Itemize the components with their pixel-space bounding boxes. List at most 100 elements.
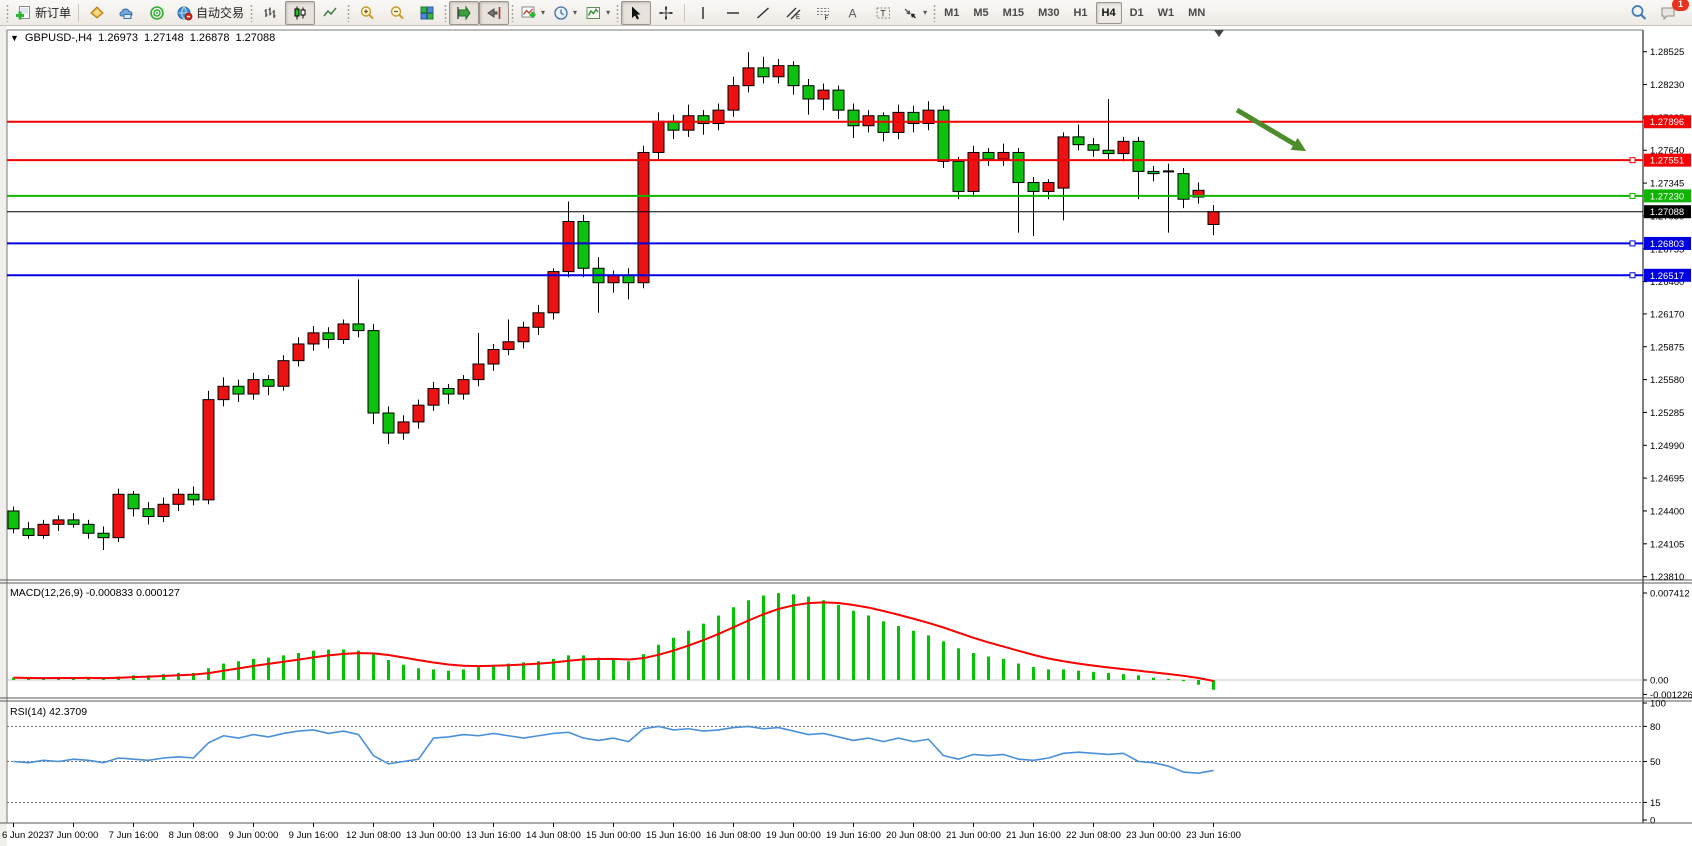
- svg-text:15: 15: [1650, 798, 1661, 809]
- toolbar-separator: [684, 3, 686, 22]
- sell-pressure-arrow[interactable]: [1235, 107, 1307, 152]
- auto-scroll-button[interactable]: [449, 0, 480, 25]
- dropdown-caret-icon: ▾: [573, 8, 578, 17]
- new-order-label: 新订单: [35, 6, 72, 20]
- tile-windows-icon: [420, 6, 434, 19]
- svg-text:23 Jun 00:00: 23 Jun 00:00: [1126, 830, 1181, 841]
- svg-text:1.25875: 1.25875: [1650, 342, 1684, 353]
- svg-text:1.26803: 1.26803: [1650, 239, 1684, 250]
- crosshair-icon: [659, 6, 673, 19]
- chart-shift-button[interactable]: [479, 0, 510, 25]
- trendline-icon: [757, 6, 770, 19]
- timeframe-button-H4[interactable]: H4: [1095, 1, 1122, 24]
- timeframe-button-M30[interactable]: M30: [1038, 6, 1060, 19]
- channel-button[interactable]: E: [778, 1, 808, 25]
- signal-button[interactable]: [142, 1, 172, 25]
- timeframe-button-MN[interactable]: MN: [1188, 6, 1206, 19]
- svg-text:22 Jun 08:00: 22 Jun 08:00: [1066, 830, 1121, 841]
- svg-text:20 Jun 08:00: 20 Jun 08:00: [886, 830, 941, 841]
- horizontal-line-button[interactable]: [718, 1, 748, 25]
- search-button[interactable]: [1624, 1, 1654, 25]
- zoom-out-icon: [390, 5, 404, 19]
- svg-text:E: E: [796, 15, 800, 21]
- profiles-button[interactable]: [82, 1, 112, 25]
- timeframe-button-H1[interactable]: H1: [1073, 6, 1088, 19]
- svg-text:1.27230: 1.27230: [1650, 191, 1684, 202]
- indicators-button[interactable]: ▾: [516, 1, 549, 25]
- zoom-out-button[interactable]: [382, 1, 412, 25]
- periods-button[interactable]: ▾: [549, 1, 581, 25]
- fibonacci-button[interactable]: F: [808, 1, 838, 25]
- svg-text:1.27345: 1.27345: [1650, 179, 1684, 190]
- toolbar-grip[interactable]: [933, 3, 937, 22]
- cursor-button[interactable]: [621, 0, 652, 25]
- auto-trading-label: 自动交易: [196, 6, 245, 20]
- symbol-period: GBPUSD-,H4: [24, 32, 93, 44]
- time-axis[interactable]: 6 Jun 2023 7 Jun 00:00 7 Jun 16:00 8 Jun 08…: [2, 823, 1241, 841]
- svg-text:100: 100: [1650, 699, 1666, 710]
- auto-scroll-icon: [457, 4, 471, 21]
- dropdown-caret-icon: ▾: [923, 8, 928, 17]
- fibonacci-icon: F: [816, 7, 829, 21]
- svg-text:7 Jun 16:00: 7 Jun 16:00: [109, 830, 159, 841]
- timeframe-button-M15[interactable]: M15: [1002, 6, 1025, 19]
- svg-text:0.007412: 0.007412: [1650, 589, 1690, 600]
- candlesticks-layer[interactable]: [7, 52, 1220, 550]
- chart-area[interactable]: ▼ GBPUSD-,H4 1.26973 1.27148 1.26878 1.2…: [0, 26, 1692, 846]
- level-lines-layer[interactable]: 1.27896 1.27551 1.27230 1.27088 1.26803 1.265…: [7, 115, 1691, 282]
- svg-text:21 Jun 16:00: 21 Jun 16:00: [1006, 830, 1061, 841]
- chart-canvas[interactable]: 1.285251.282301.279351.276401.273451.270…: [0, 26, 1692, 846]
- svg-text:13 Jun 16:00: 13 Jun 16:00: [466, 830, 521, 841]
- macd-signal-line: [13, 601, 1214, 682]
- timeframe-button-M5[interactable]: M5: [973, 6, 989, 19]
- chart-shift-icon: [487, 6, 501, 19]
- svg-text:1.25580: 1.25580: [1650, 375, 1684, 386]
- symbol-dropdown-icon[interactable]: ▼: [10, 33, 19, 43]
- rsi-layer[interactable]: 100 80 50 15 0: [7, 699, 1666, 827]
- svg-text:T: T: [880, 8, 886, 18]
- toolbar-grip[interactable]: [6, 3, 9, 22]
- svg-text:0: 0: [1650, 816, 1655, 827]
- crosshair-button[interactable]: [651, 1, 681, 25]
- notification-badge: 1: [1672, 0, 1689, 11]
- svg-text:13 Jun 00:00: 13 Jun 00:00: [406, 830, 461, 841]
- svg-text:80: 80: [1650, 722, 1661, 733]
- svg-text:1.27896: 1.27896: [1650, 117, 1684, 128]
- svg-text:F: F: [824, 15, 828, 21]
- macd-layer[interactable]: 0.007412 0.00 -0.001226: [7, 589, 1692, 701]
- line-chart-button[interactable]: [315, 1, 345, 25]
- new-order-icon: [16, 5, 30, 19]
- svg-text:-0.001226: -0.001226: [1650, 690, 1692, 701]
- vertical-line-button[interactable]: [688, 1, 718, 25]
- toolbar-grip[interactable]: [511, 3, 515, 22]
- timeframe-button-M1[interactable]: M1: [944, 6, 960, 19]
- toolbar-grip[interactable]: [616, 3, 620, 22]
- timeframe-button-D1[interactable]: D1: [1129, 6, 1144, 19]
- toolbar-grip[interactable]: [250, 3, 254, 22]
- notifications-button[interactable]: 1: [1654, 0, 1689, 25]
- shapes-button[interactable]: ▾: [898, 1, 931, 25]
- templates-button[interactable]: ▾: [581, 1, 614, 25]
- text-label-icon: T: [876, 7, 890, 18]
- text-button[interactable]: A: [838, 1, 868, 25]
- svg-text:1.27088: 1.27088: [1650, 207, 1684, 218]
- svg-text:A: A: [849, 6, 857, 20]
- candlestick-chart-button[interactable]: [285, 0, 316, 25]
- toolbar-grip[interactable]: [347, 3, 351, 22]
- timeframe-button-W1[interactable]: W1: [1157, 6, 1175, 19]
- chart-shift-marker[interactable]: [1214, 30, 1224, 37]
- trendline-button[interactable]: [748, 1, 778, 25]
- new-order-button[interactable]: 新订单: [11, 1, 75, 25]
- toolbar-grip[interactable]: [444, 3, 448, 22]
- auto-trading-button[interactable]: 自动交易: [172, 1, 248, 25]
- low-value: 1.26878: [189, 32, 230, 44]
- svg-text:0.00: 0.00: [1650, 676, 1669, 687]
- text-label-button[interactable]: T: [868, 1, 898, 25]
- tile-windows-button[interactable]: [412, 1, 442, 25]
- data-window-button[interactable]: [112, 1, 142, 25]
- zoom-in-button[interactable]: [352, 1, 382, 25]
- svg-text:15 Jun 00:00: 15 Jun 00:00: [586, 830, 641, 841]
- profiles-icon: [90, 5, 104, 19]
- bar-chart-button[interactable]: [255, 1, 285, 25]
- svg-text:16 Jun 08:00: 16 Jun 08:00: [706, 830, 761, 841]
